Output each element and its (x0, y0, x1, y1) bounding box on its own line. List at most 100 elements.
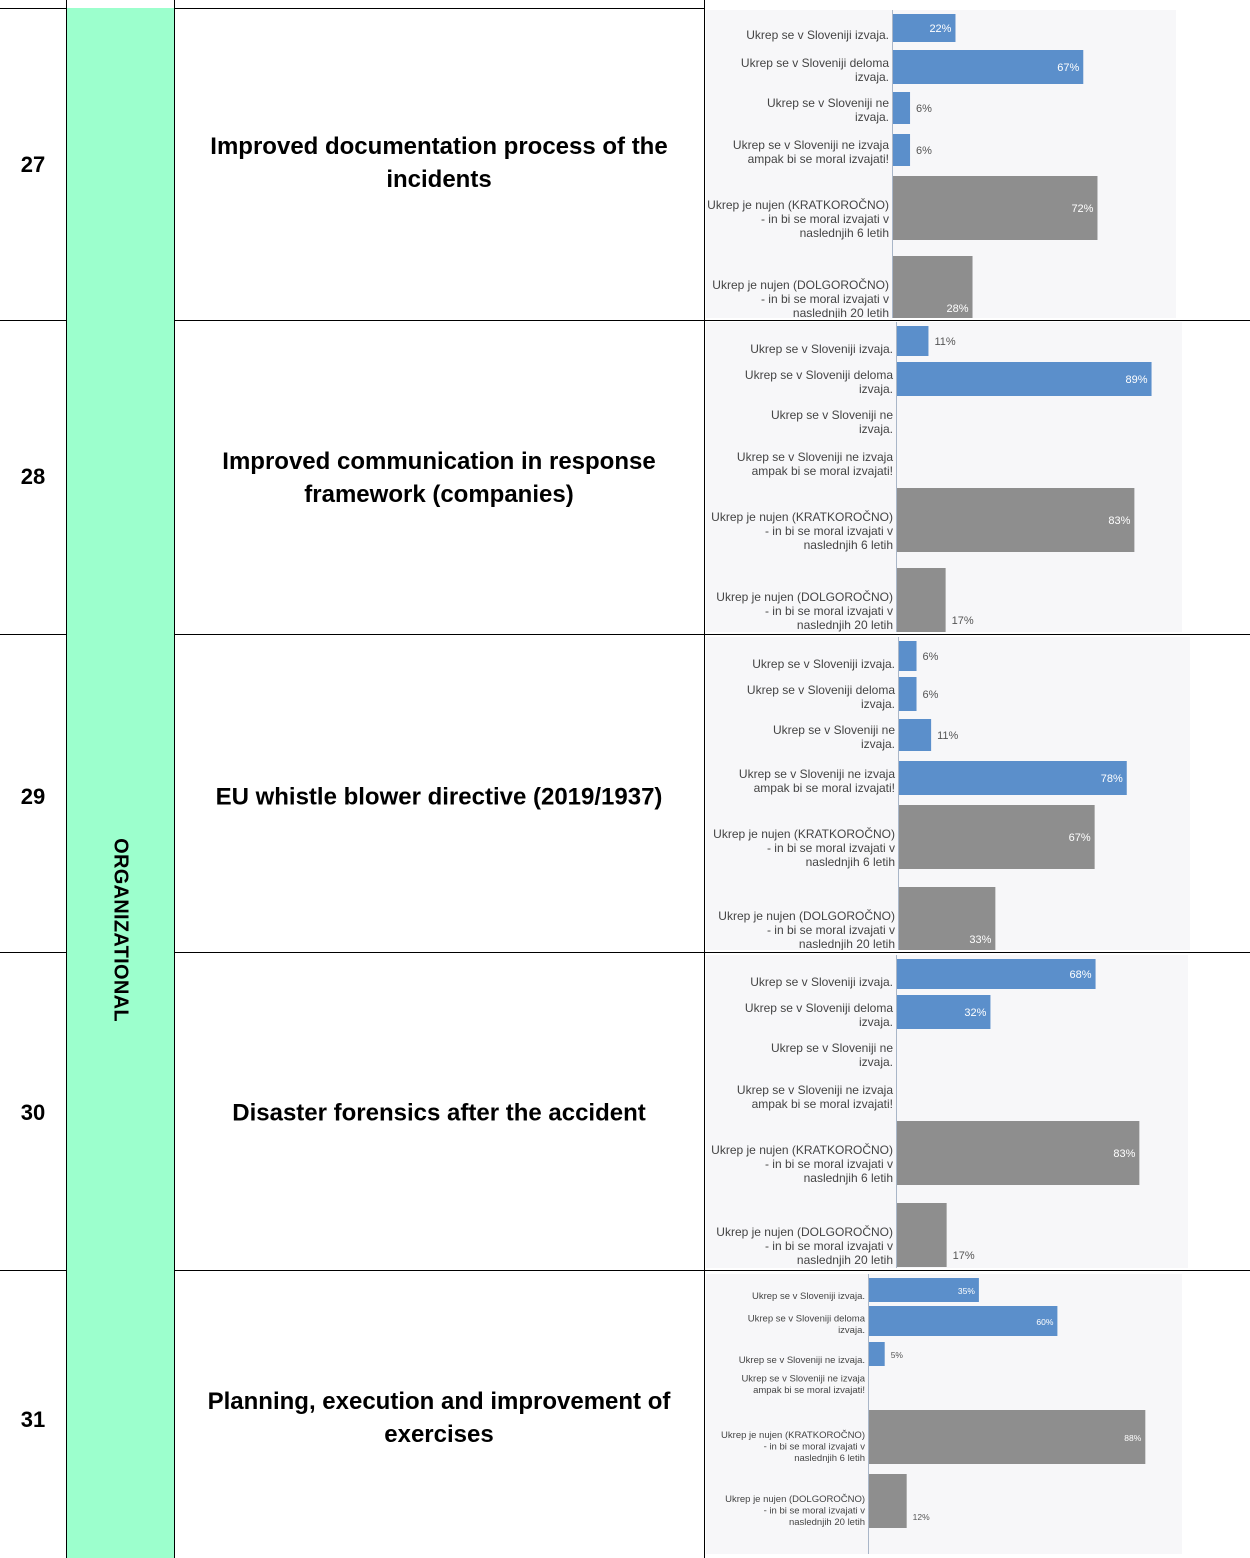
category-label: Ukrep se v Sloveniji ne izvaja. (771, 1041, 893, 1069)
value-label: 6% (923, 651, 939, 663)
value-label: 22% (929, 23, 951, 35)
value-label: 72% (1071, 203, 1093, 215)
chart-bar (899, 805, 1095, 869)
value-label: 88% (1124, 1433, 1141, 1443)
category-label: Ukrep se v Sloveniji deloma izvaja. (745, 1001, 893, 1029)
chart-bar (899, 719, 932, 751)
category-label: Ukrep se v Sloveniji ne izvaja ampak bi s… (741, 1374, 865, 1397)
row-title: Improved communication in response frame… (222, 448, 656, 508)
survey-chart-svg: Ukrep se v Sloveniji izvaja. 68% Ukrep se … (711, 955, 1140, 1268)
chart-bar (869, 1474, 907, 1528)
chart-bar (897, 488, 1135, 552)
chart-bar (893, 176, 1098, 240)
category-label: ORGANIZATIONAL (109, 838, 132, 1022)
category-label: Ukrep se v Sloveniji izvaja. (746, 28, 889, 42)
row-title: Disaster forensics after the accident (232, 1099, 646, 1127)
value-label: 83% (1113, 1148, 1135, 1160)
survey-chart: Ukrep se v Sloveniji izvaja. 68% Ukrep se … (706, 955, 1188, 1268)
category-label: Ukrep je nujen (DOLGOROČNO) - in bi se mo… (716, 589, 893, 632)
grid-line (174, 634, 1250, 635)
value-label: 32% (964, 1007, 986, 1019)
grid-line (0, 952, 66, 953)
grid-line (704, 0, 705, 1558)
category-label: Ukrep je nujen (KRATKOROČNO) - in bi se m… (711, 1142, 893, 1185)
value-label: 11% (934, 336, 955, 348)
category-label: Ukrep se v Sloveniji deloma izvaja. (748, 1314, 866, 1337)
chart-bar (899, 677, 917, 711)
chart-bar (893, 134, 911, 166)
chart-bar (869, 1410, 1146, 1464)
category-label: Ukrep se v Sloveniji ne izvaja. (739, 1355, 865, 1366)
survey-chart: Ukrep se v Sloveniji izvaja. 22% Ukrep se … (706, 10, 1176, 318)
value-label: 12% (913, 1512, 930, 1522)
grid-line (174, 952, 1250, 953)
row-title: Planning, execution and improvement of e… (207, 1388, 671, 1448)
category-label: Ukrep se v Sloveniji ne izvaja. (767, 96, 889, 124)
value-label: 35% (958, 1286, 975, 1296)
grid-line (174, 0, 175, 1558)
row-number: 30 (20, 1100, 46, 1125)
value-label: 5% (891, 1350, 904, 1360)
grid-line (0, 634, 66, 635)
chart-bar (897, 1121, 1140, 1185)
chart-bar (897, 995, 991, 1029)
category-column (67, 8, 174, 1558)
category-label: Ukrep je nujen (KRATKOROČNO) - in bi se m… (713, 826, 895, 869)
category-label: Ukrep se v Sloveniji ne izvaja ampak bi s… (739, 767, 895, 795)
chart-bar (897, 1203, 947, 1267)
category-label: Ukrep se v Sloveniji ne izvaja ampak bi s… (733, 138, 889, 166)
grid-line (174, 1270, 1250, 1271)
row-number: 31 (20, 1407, 46, 1432)
value-label: 78% (1101, 773, 1123, 785)
category-label: Ukrep je nujen (DOLGOROČNO) - in bi se mo… (725, 1494, 865, 1528)
chart-bar (869, 1278, 979, 1302)
survey-chart-svg: Ukrep se v Sloveniji izvaja. 22% Ukrep se … (707, 10, 1098, 318)
chart-bar (899, 641, 917, 671)
value-label: 67% (1069, 832, 1091, 844)
chart-bar (869, 1306, 1058, 1336)
survey-chart-svg: Ukrep se v Sloveniji izvaja. 6% Ukrep se v… (713, 637, 1127, 950)
survey-chart: Ukrep se v Sloveniji izvaja. 6% Ukrep se v… (706, 637, 1190, 950)
chart-bar (899, 761, 1127, 795)
category-label: Ukrep se v Sloveniji deloma izvaja. (741, 56, 889, 84)
grid-line (0, 8, 66, 9)
chart-bar (899, 887, 996, 950)
chart-bar (893, 256, 973, 318)
grid-line (174, 320, 1250, 321)
survey-chart: Ukrep se v Sloveniji izvaja. 35% Ukrep se … (706, 1274, 1182, 1554)
chart-bar (897, 326, 929, 356)
category-label: Ukrep je nujen (DOLGOROČNO) - in bi se mo… (716, 1224, 893, 1267)
value-label: 17% (953, 1250, 975, 1262)
row-number: 29 (20, 784, 46, 809)
chart-bar (869, 1342, 885, 1366)
chart-bar (897, 362, 1152, 396)
chart-bar (897, 568, 946, 632)
value-label: 33% (969, 934, 991, 946)
category-label: Ukrep se v Sloveniji ne izvaja. (771, 408, 893, 436)
category-label: Ukrep se v Sloveniji ne izvaja ampak bi s… (737, 450, 893, 478)
row-title: EU whistle blower directive (2019/1937) (215, 783, 663, 811)
category-label: Ukrep se v Sloveniji izvaja. (752, 1291, 865, 1302)
value-label: 17% (952, 615, 974, 627)
value-label: 11% (937, 730, 958, 742)
category-label: Ukrep je nujen (KRATKOROČNO) - in bi se m… (711, 509, 893, 552)
grid-line (174, 8, 704, 9)
chart-bar (893, 92, 911, 124)
category-label: Ukrep se v Sloveniji izvaja. (750, 975, 893, 989)
survey-chart-svg: Ukrep se v Sloveniji izvaja. 35% Ukrep se … (721, 1274, 1146, 1554)
grid-line (0, 1270, 66, 1271)
value-label: 28% (946, 303, 968, 315)
value-label: 6% (916, 145, 932, 157)
chart-bar (893, 50, 1084, 84)
category-label: Ukrep se v Sloveniji ne izvaja ampak bi s… (737, 1083, 893, 1111)
row-number: 27 (20, 152, 46, 177)
value-label: 68% (1070, 969, 1092, 981)
value-label: 6% (916, 103, 932, 115)
row-title: Improved documentation process of the in… (210, 133, 668, 193)
category-label: Ukrep je nujen (KRATKOROČNO) - in bi se m… (721, 1430, 865, 1464)
category-label: Ukrep je nujen (KRATKOROČNO) - in bi se m… (707, 197, 889, 240)
grid-line (0, 320, 66, 321)
category-label: Ukrep je nujen (DOLGOROČNO) - in bi se mo… (712, 277, 889, 318)
value-label: 67% (1057, 62, 1079, 74)
value-label: 60% (1036, 1317, 1053, 1327)
